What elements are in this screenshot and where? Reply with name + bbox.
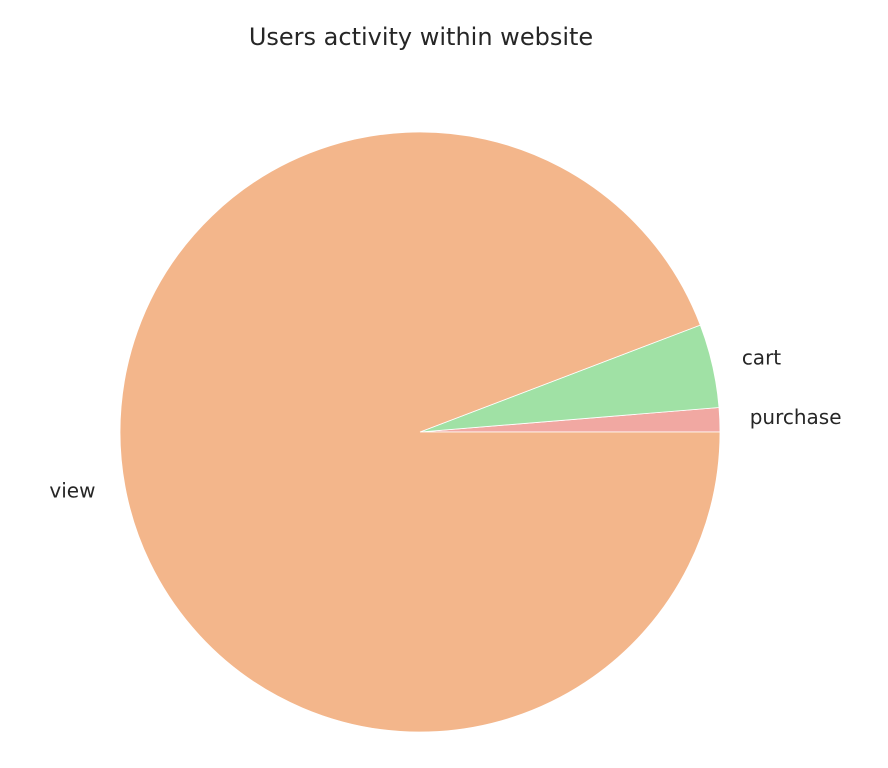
slice-labels: purchase cart view: [49, 346, 841, 503]
pie-slices: [119, 131, 721, 733]
slice-label-purchase: purchase: [750, 405, 842, 429]
slice-label-view: view: [49, 478, 95, 502]
pie-slice-view: [119, 131, 721, 733]
chart-title: Users activity within website: [249, 23, 593, 51]
slice-label-cart: cart: [742, 346, 781, 370]
